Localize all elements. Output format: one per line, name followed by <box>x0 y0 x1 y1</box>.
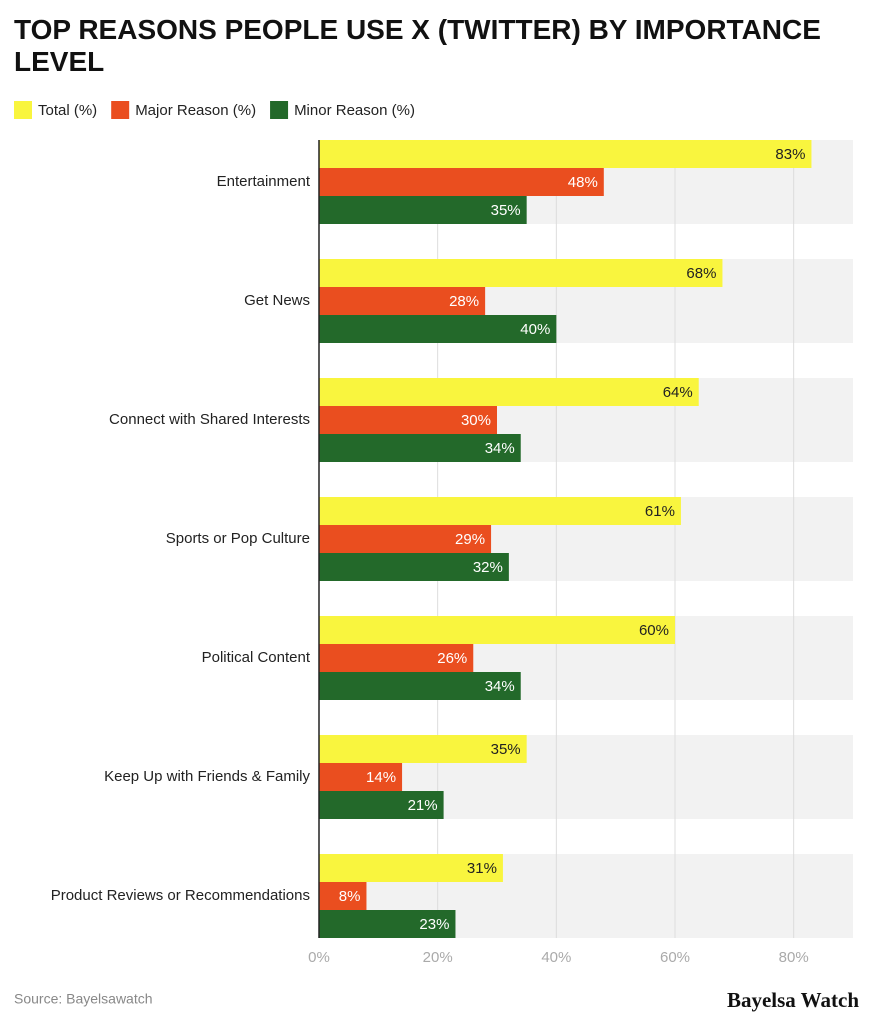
legend-swatch <box>270 101 289 119</box>
value-label: 83% <box>775 146 805 163</box>
bar <box>319 854 503 882</box>
legend-label: Major Reason (%) <box>135 102 256 119</box>
bar <box>319 616 675 644</box>
value-label: 64% <box>663 384 693 401</box>
value-label: 31% <box>467 860 497 877</box>
bar <box>319 553 509 581</box>
bar <box>319 644 474 672</box>
bar <box>319 406 497 434</box>
value-label: 35% <box>491 202 521 219</box>
bar <box>319 315 557 343</box>
x-tick-label: 60% <box>660 949 690 966</box>
bar <box>319 672 521 700</box>
value-label: 68% <box>686 265 716 282</box>
bar <box>319 882 367 910</box>
value-label: 35% <box>491 741 521 758</box>
bar <box>319 434 521 462</box>
value-label: 60% <box>639 622 669 639</box>
value-label: 14% <box>366 769 396 786</box>
y-tick-label: Entertainment <box>217 173 311 190</box>
x-tick-label: 0% <box>308 949 330 966</box>
x-tick-label: 80% <box>779 949 809 966</box>
bar <box>319 735 527 763</box>
bar <box>319 196 527 224</box>
value-label: 23% <box>419 916 449 933</box>
bar <box>319 497 681 525</box>
bar <box>319 525 492 553</box>
y-tick-label: Sports or Pop Culture <box>166 530 310 547</box>
value-label: 28% <box>449 293 479 310</box>
value-label: 30% <box>461 412 491 429</box>
x-tick-label: 40% <box>541 949 571 966</box>
bar <box>319 378 699 406</box>
y-tick-label: Get News <box>244 292 310 309</box>
bar <box>319 140 812 168</box>
value-label: 34% <box>485 678 515 695</box>
value-label: 40% <box>520 321 550 338</box>
bar <box>319 259 723 287</box>
value-label: 29% <box>455 531 485 548</box>
bar <box>319 168 604 196</box>
source: Source: Bayelsawatch <box>14 991 153 1007</box>
value-label: 21% <box>408 797 438 814</box>
value-label: 26% <box>437 650 467 667</box>
value-label: 61% <box>645 503 675 520</box>
value-label: 32% <box>473 559 503 576</box>
brand: Bayelsa Watch <box>727 988 859 1012</box>
chart-title: TOP REASONS PEOPLE USE X (TWITTER) BY IM… <box>14 14 821 77</box>
legend-label: Total (%) <box>38 102 97 119</box>
bar <box>319 763 403 791</box>
x-tick-label: 20% <box>423 949 453 966</box>
y-tick-label: Connect with Shared Interests <box>109 411 310 428</box>
y-tick-label: Keep Up with Friends & Family <box>104 768 310 785</box>
legend-swatch <box>111 101 130 119</box>
bar <box>319 791 444 819</box>
value-label: 48% <box>568 174 598 191</box>
y-tick-label: Product Reviews or Recommendations <box>51 887 310 904</box>
legend-swatch <box>14 101 32 119</box>
legend-label: Minor Reason (%) <box>294 102 415 119</box>
value-label: 34% <box>485 440 515 457</box>
bar <box>319 287 486 315</box>
y-tick-label: Political Content <box>202 649 311 666</box>
value-label: 8% <box>339 888 361 905</box>
bar <box>319 910 456 938</box>
